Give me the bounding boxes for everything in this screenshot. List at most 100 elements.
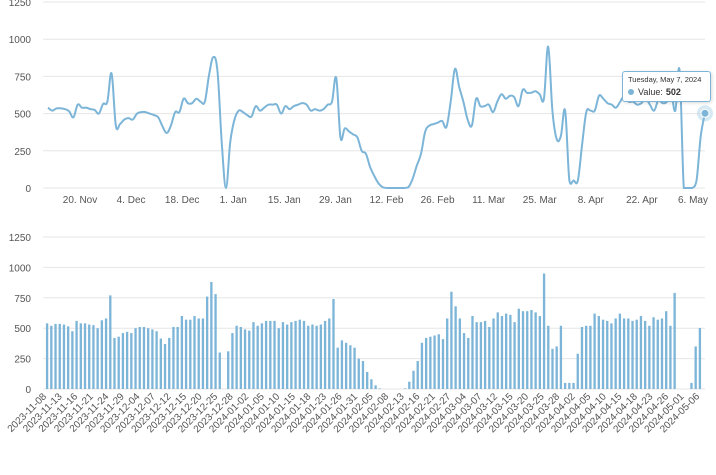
bar[interactable]: [104, 318, 108, 389]
bar[interactable]: [315, 325, 318, 389]
bar[interactable]: [130, 333, 133, 389]
bar[interactable]: [559, 325, 563, 389]
bar[interactable]: [589, 325, 592, 389]
bar[interactable]: [454, 306, 457, 389]
bar[interactable]: [412, 370, 415, 389]
bar[interactable]: [277, 328, 280, 389]
bar[interactable]: [193, 316, 196, 389]
bar[interactable]: [298, 319, 301, 389]
bar[interactable]: [290, 322, 293, 389]
bar[interactable]: [248, 330, 251, 389]
bar[interactable]: [83, 323, 87, 389]
bar[interactable]: [370, 379, 373, 389]
bar[interactable]: [555, 346, 558, 389]
bar[interactable]: [252, 322, 255, 389]
bar[interactable]: [294, 320, 297, 389]
bar[interactable]: [239, 326, 242, 389]
bar[interactable]: [125, 331, 129, 389]
bar[interactable]: [366, 371, 369, 389]
bar[interactable]: [159, 338, 162, 389]
bar[interactable]: [357, 358, 360, 389]
bar[interactable]: [673, 292, 676, 389]
bar[interactable]: [551, 348, 554, 389]
bar[interactable]: [256, 325, 259, 389]
bar[interactable]: [197, 318, 200, 389]
bar[interactable]: [88, 324, 91, 389]
bar[interactable]: [163, 344, 167, 389]
bar[interactable]: [534, 312, 537, 389]
bar[interactable]: [307, 325, 310, 389]
bar[interactable]: [269, 320, 272, 389]
bar[interactable]: [521, 311, 525, 389]
bar[interactable]: [109, 295, 112, 389]
bar[interactable]: [75, 320, 78, 389]
bar[interactable]: [378, 388, 381, 389]
bar[interactable]: [92, 325, 95, 389]
bar[interactable]: [243, 329, 247, 389]
bar[interactable]: [264, 320, 268, 389]
bar[interactable]: [513, 322, 516, 389]
bar[interactable]: [227, 351, 230, 389]
bar[interactable]: [403, 388, 407, 389]
bar[interactable]: [361, 361, 365, 389]
bar[interactable]: [67, 326, 70, 389]
bar[interactable]: [694, 346, 697, 389]
bar[interactable]: [576, 353, 579, 389]
bar[interactable]: [349, 345, 352, 389]
bar[interactable]: [62, 324, 66, 389]
bar[interactable]: [374, 385, 377, 389]
bar[interactable]: [488, 326, 491, 389]
bar[interactable]: [547, 325, 550, 389]
bar[interactable]: [100, 320, 104, 389]
bar[interactable]: [184, 319, 188, 389]
bar[interactable]: [500, 316, 504, 389]
bar[interactable]: [610, 323, 613, 389]
bar[interactable]: [635, 319, 638, 389]
bar[interactable]: [563, 382, 567, 389]
bar[interactable]: [176, 326, 179, 389]
bar[interactable]: [538, 316, 542, 389]
bar[interactable]: [210, 281, 213, 389]
bar[interactable]: [618, 313, 622, 389]
bar[interactable]: [471, 316, 474, 389]
bar[interactable]: [273, 320, 276, 389]
bar[interactable]: [597, 316, 600, 389]
bar[interactable]: [580, 326, 584, 389]
bar[interactable]: [606, 320, 609, 389]
bar[interactable]: [420, 342, 424, 389]
bar[interactable]: [138, 326, 141, 389]
bar[interactable]: [319, 324, 323, 389]
bar[interactable]: [509, 314, 512, 389]
bar[interactable]: [572, 382, 575, 389]
bar[interactable]: [96, 328, 99, 389]
bar[interactable]: [408, 381, 411, 389]
bar[interactable]: [479, 322, 483, 389]
bar[interactable]: [505, 313, 508, 389]
bar[interactable]: [205, 296, 209, 389]
bar[interactable]: [336, 347, 339, 389]
bar[interactable]: [526, 311, 529, 389]
bar[interactable]: [433, 335, 436, 389]
bar[interactable]: [79, 323, 82, 389]
bar[interactable]: [45, 323, 49, 389]
bar[interactable]: [648, 325, 651, 389]
bar[interactable]: [690, 382, 693, 389]
bar[interactable]: [323, 320, 327, 389]
bar[interactable]: [340, 340, 344, 389]
bar[interactable]: [121, 333, 125, 389]
bar[interactable]: [665, 311, 668, 389]
bar[interactable]: [151, 329, 154, 389]
bar[interactable]: [568, 382, 571, 389]
bar[interactable]: [698, 327, 702, 389]
bar[interactable]: [155, 331, 158, 389]
bar[interactable]: [286, 324, 289, 389]
bar[interactable]: [134, 328, 137, 389]
bar[interactable]: [71, 331, 74, 389]
bar[interactable]: [643, 320, 647, 389]
bar[interactable]: [627, 318, 630, 389]
bar[interactable]: [483, 320, 487, 389]
bar[interactable]: [302, 320, 306, 389]
bar[interactable]: [450, 291, 453, 389]
bar[interactable]: [117, 336, 120, 389]
bar[interactable]: [441, 339, 445, 389]
